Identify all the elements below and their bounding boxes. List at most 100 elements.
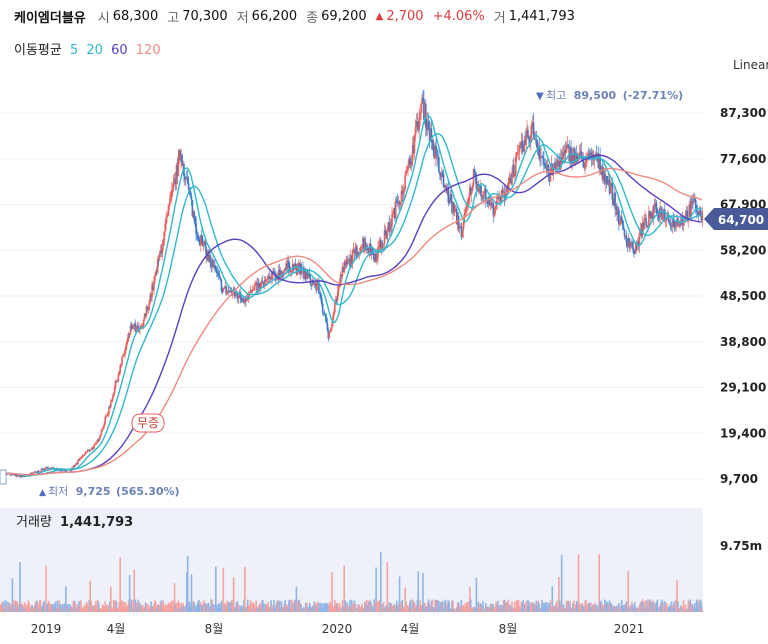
candle-body xyxy=(487,196,490,205)
volume-bar xyxy=(189,606,192,612)
x-tick-label: 4월 xyxy=(107,622,126,636)
candle-body xyxy=(685,210,688,216)
candle-body xyxy=(314,283,316,285)
volume-bar xyxy=(589,603,591,612)
y-tick-label: 19,400 xyxy=(720,426,766,440)
candle-body xyxy=(590,152,593,159)
volume-bar xyxy=(59,604,62,612)
candle-body xyxy=(371,248,374,254)
candle-body xyxy=(508,177,511,184)
volume-bar xyxy=(159,602,162,612)
volume-bar xyxy=(560,554,563,612)
candle-body xyxy=(213,265,215,268)
volume-bar xyxy=(75,608,77,612)
volume-bar xyxy=(217,603,220,612)
volume-bar xyxy=(278,600,281,612)
volume-bar xyxy=(490,603,493,612)
volume-bar xyxy=(624,603,627,612)
volume-bar xyxy=(231,600,234,612)
volume-bar xyxy=(585,599,587,612)
candle-body xyxy=(121,356,123,365)
volume-bar xyxy=(451,600,453,612)
candle-body xyxy=(488,196,491,206)
volume-bar xyxy=(226,600,228,612)
candle-body xyxy=(50,467,53,469)
volume-bar xyxy=(9,605,12,612)
volume-bar xyxy=(543,604,545,612)
volume-bar xyxy=(279,607,282,612)
candle-body xyxy=(50,467,52,469)
volume-bar xyxy=(477,601,480,612)
volume-bar xyxy=(617,608,619,612)
candle-body xyxy=(697,213,700,216)
volume-bar xyxy=(572,603,574,612)
volume-bar xyxy=(395,600,398,612)
candle-body xyxy=(131,328,134,329)
volume-bar xyxy=(430,600,433,612)
y-tick-label: 38,800 xyxy=(720,335,766,349)
volume-bar xyxy=(604,599,606,612)
volume-bar xyxy=(698,599,701,612)
volume-bar xyxy=(635,607,638,612)
volume-bar xyxy=(74,602,77,612)
candle-body xyxy=(438,157,440,173)
volume-bar xyxy=(364,603,367,612)
candle-body xyxy=(482,195,484,199)
volume-bar xyxy=(185,605,187,612)
candle-body xyxy=(286,263,288,269)
candle-body xyxy=(385,234,388,239)
candle-body xyxy=(144,313,147,316)
volume-bar xyxy=(539,608,541,612)
candle-body xyxy=(256,282,258,293)
candle-body xyxy=(293,263,296,270)
scale-mode-toggle[interactable]: Linear xyxy=(733,58,768,72)
volume-bar xyxy=(140,605,143,612)
y-tick-label: 29,100 xyxy=(720,381,766,395)
event-marker[interactable]: 무증 xyxy=(131,413,165,433)
volume-bar xyxy=(414,608,417,612)
candle-body xyxy=(51,467,54,469)
candle-body xyxy=(677,218,679,227)
candle-body xyxy=(359,247,361,254)
volume-bar xyxy=(122,601,124,612)
volume-bar xyxy=(595,604,598,612)
candle-body xyxy=(280,270,283,274)
candle-body xyxy=(134,323,137,332)
volume-bar xyxy=(454,608,457,612)
candle-body xyxy=(322,312,325,314)
volume-bar xyxy=(348,607,350,612)
volume-bar xyxy=(349,607,352,612)
volume-bar xyxy=(697,606,700,612)
volume-bar xyxy=(232,577,235,612)
volume-bar xyxy=(66,604,69,612)
volume-bar xyxy=(323,602,326,612)
candle-body xyxy=(449,194,451,203)
volume-bar xyxy=(694,608,697,612)
candle-body xyxy=(178,150,181,156)
candle-body xyxy=(328,332,331,339)
moving-average-legend[interactable]: 이동평균 5 20 60 120 xyxy=(14,39,165,58)
volume-bar xyxy=(520,601,523,612)
candle-body xyxy=(287,261,289,269)
candle-body xyxy=(675,221,677,229)
candle-body xyxy=(16,475,18,477)
volume-bar xyxy=(287,604,289,612)
volume-bar xyxy=(699,599,702,612)
stock-name[interactable]: 케이엠더블유 xyxy=(14,10,86,26)
volume-bar xyxy=(169,604,171,612)
candle-body xyxy=(243,298,245,303)
candle-body xyxy=(163,231,166,242)
volume-bar xyxy=(404,587,406,612)
candle-body xyxy=(546,164,549,171)
volume-panel-label: 거래량 xyxy=(16,515,52,530)
candle-body xyxy=(530,123,533,135)
candle-body xyxy=(544,163,546,166)
candle-body xyxy=(195,223,197,235)
candle-body xyxy=(113,387,116,393)
candle-body xyxy=(116,381,119,383)
volume-bar xyxy=(568,604,570,612)
volume-bar xyxy=(519,608,522,612)
candle-body xyxy=(260,281,263,283)
candle-body xyxy=(395,200,398,202)
